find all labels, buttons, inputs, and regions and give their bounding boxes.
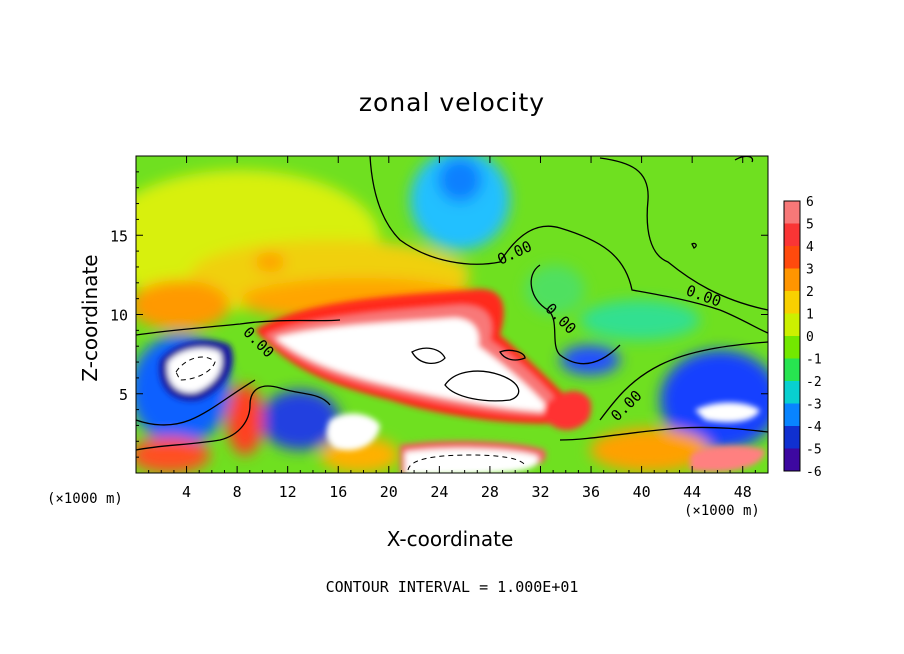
x-tick-label: 20 <box>380 483 398 501</box>
contour-lines <box>136 156 768 451</box>
colorbar-band <box>784 403 800 427</box>
colorbar-band <box>784 268 800 292</box>
colorbar-band <box>784 223 800 247</box>
velocity-field: 0.00 0.00 0.00 0.00 0.00 <box>136 156 768 473</box>
colorbar-tick-label: -4 <box>806 420 822 435</box>
x-tick-label: 40 <box>633 483 651 501</box>
colorbar-band <box>784 358 800 382</box>
surface-white <box>405 448 539 473</box>
contour-closed-tiny <box>499 349 526 361</box>
x-tick-label: 28 <box>481 483 499 501</box>
orange-lower-right <box>590 428 710 472</box>
y-axis-label: Z-coordinate <box>78 254 102 382</box>
blue-upper <box>410 156 510 250</box>
colorbar-tick-label: 6 <box>806 195 814 210</box>
contour-zero-c <box>599 157 768 311</box>
blue-lower-right <box>660 350 768 450</box>
colorbar-tick-label: -1 <box>806 353 822 368</box>
negative-contours <box>175 356 526 471</box>
white-right <box>695 402 760 423</box>
colorbar-band <box>784 336 800 359</box>
contour-zero-g <box>599 341 768 421</box>
x-tick-label: 36 <box>582 483 600 501</box>
cyan-right <box>580 300 700 340</box>
jet-white <box>275 318 552 412</box>
colorbar-tick-label: -3 <box>806 398 822 413</box>
x-axis-label: X-coordinate <box>386 527 514 551</box>
colorbar: 6 5 4 3 2 1 0 -1 -2 -3 -4 -5 -6 <box>783 195 822 480</box>
colorbar-tick-label: 5 <box>806 218 814 233</box>
x-units-left: (×1000 m) <box>47 491 123 507</box>
y-tick-label: 10 <box>110 307 128 325</box>
colorbar-band <box>784 291 800 314</box>
contour-dot <box>691 242 697 249</box>
blue-lower-mid <box>260 390 340 450</box>
x-tick-label: 8 <box>233 483 242 501</box>
y-tick-label: 5 <box>119 386 128 404</box>
x-axis: 4 8 12 16 20 24 28 32 36 40 44 48 <box>148 156 756 501</box>
red-column <box>227 385 263 455</box>
colorbar-tick-label: 1 <box>806 308 814 323</box>
colorbar-tick-label: 4 <box>806 240 814 255</box>
contour-neg-left <box>175 356 216 381</box>
colorbar-band <box>784 426 800 449</box>
colorbar-band <box>784 381 800 404</box>
x-tick-label: 16 <box>329 483 347 501</box>
colorbar-frame <box>783 200 801 472</box>
colorbar-tick-label: -6 <box>806 465 822 480</box>
colorbar-band <box>784 201 800 224</box>
green-loop <box>525 265 585 315</box>
y-axis: 5 10 15 <box>110 171 768 458</box>
orange-left <box>136 280 230 330</box>
contour-closed-small <box>411 347 446 364</box>
blue-upper-core <box>438 158 482 202</box>
x-tick-label: 12 <box>279 483 297 501</box>
colorbar-band <box>784 448 800 472</box>
x-tick-label: 48 <box>734 483 752 501</box>
white-mid-lower <box>326 413 380 451</box>
contour-zero-a <box>136 319 341 336</box>
chart-title: zonal velocity <box>358 88 546 117</box>
colorbar-tick-label: 3 <box>806 263 814 278</box>
contour-closed-mid <box>444 370 520 402</box>
colorbar-band <box>784 246 800 269</box>
colorbar-tick-label: -5 <box>806 443 822 458</box>
colorbar-band <box>784 313 800 337</box>
contour-zero-f <box>136 379 256 426</box>
contour-zero-e <box>136 385 331 451</box>
contour-interval-note: CONTOUR INTERVAL = 1.000E+01 <box>325 578 579 596</box>
x-tick-label: 24 <box>430 483 448 501</box>
y-tick-label: 15 <box>110 227 128 245</box>
contour-neg-bottom <box>407 454 526 471</box>
blue-small <box>560 345 620 375</box>
x-tick-label: 32 <box>531 483 549 501</box>
x-units-right: (×1000 m) <box>684 503 760 519</box>
colorbar-tick-label: 2 <box>806 285 814 300</box>
contour-zero-d <box>530 264 621 365</box>
x-tick-label: 44 <box>683 483 701 501</box>
contour-zero-b <box>369 156 768 334</box>
contour-zero-h <box>559 426 768 441</box>
red-lower-left <box>136 437 210 473</box>
white-left <box>167 348 222 393</box>
colorbar-tick-label: -2 <box>806 375 822 390</box>
colorbar-tick-label: 0 <box>806 330 814 345</box>
orange-blob <box>255 252 285 272</box>
x-tick-label: 4 <box>182 483 191 501</box>
red-knot <box>543 390 592 430</box>
pink-lower-right <box>690 445 765 472</box>
